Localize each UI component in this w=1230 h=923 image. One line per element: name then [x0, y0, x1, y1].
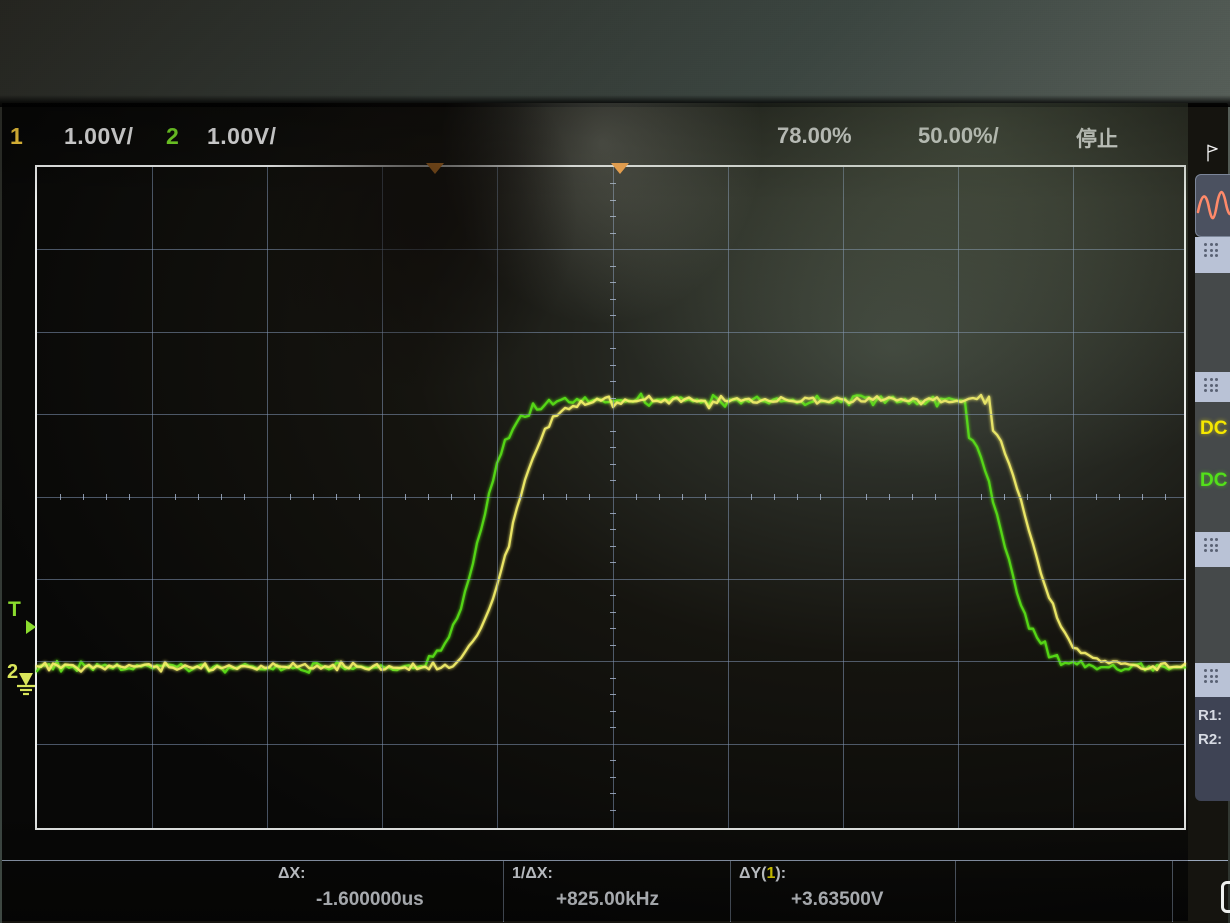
svg-text:2: 2	[7, 661, 18, 683]
svg-text:T: T	[8, 598, 21, 621]
